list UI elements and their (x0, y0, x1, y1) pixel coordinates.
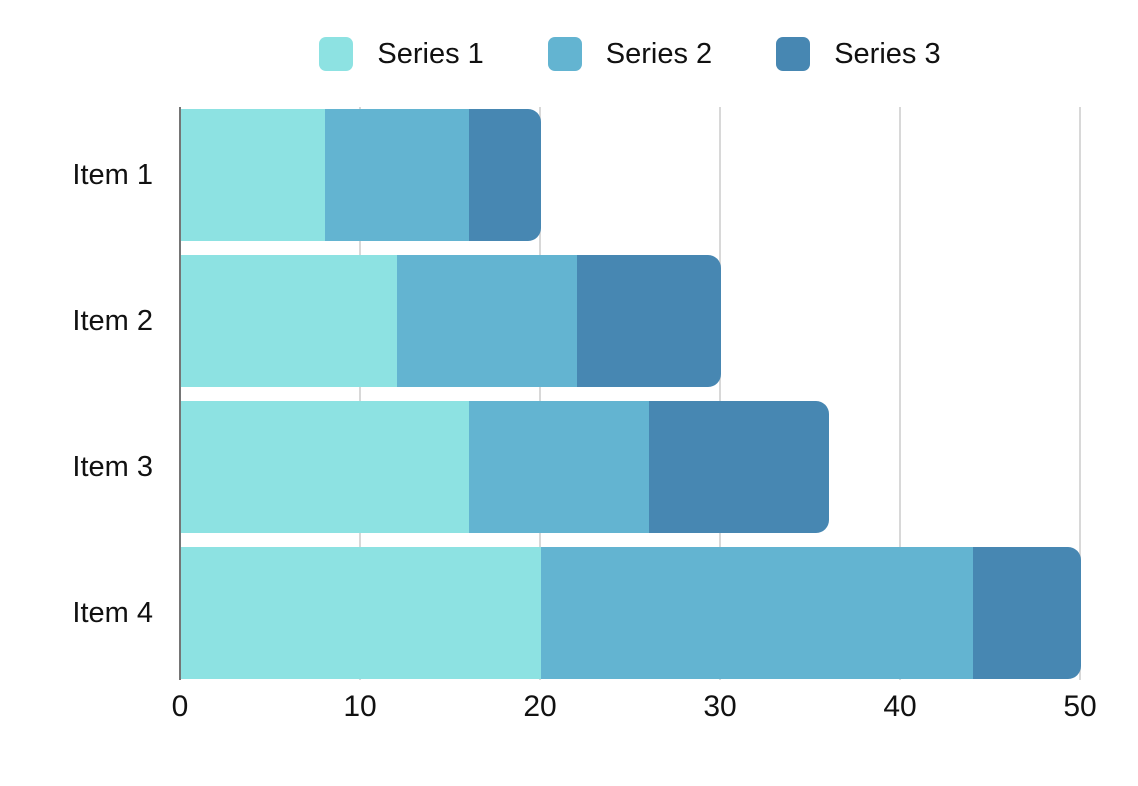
bar-row-item-3 (181, 401, 1081, 533)
gridline-30 (719, 107, 721, 680)
x-tick-label-50: 50 (1063, 690, 1097, 723)
x-tick-label-40: 40 (883, 690, 917, 723)
legend-item-series-3: Series 3 (776, 37, 941, 71)
gridline-20 (539, 107, 541, 680)
bar-segment-item-3-series-3 (649, 401, 829, 533)
x-tick-label-0: 0 (171, 690, 189, 723)
bar-segment-item-2-series-3 (577, 255, 721, 387)
plot-area (179, 107, 1081, 680)
bar-segment-item-4-series-2 (541, 547, 973, 679)
legend-swatch-series-1 (319, 37, 354, 71)
bar-row-item-2 (181, 255, 1081, 387)
x-tick-label-20: 20 (523, 690, 557, 723)
category-label-item-4: Item 4 (72, 596, 153, 629)
category-label-item-1: Item 1 (72, 158, 153, 191)
bar-segment-item-2-series-1 (181, 255, 397, 387)
bar-segment-item-1-series-1 (181, 109, 325, 241)
bar-segment-item-4-series-3 (973, 547, 1081, 679)
bar-segment-item-1-series-2 (325, 109, 469, 241)
gridline-40 (899, 107, 901, 680)
chart-legend: Series 1 Series 2 Series 3 (180, 34, 1080, 74)
bar-segment-item-3-series-2 (469, 401, 649, 533)
category-label-item-3: Item 3 (72, 450, 153, 483)
gridline-0 (179, 107, 181, 680)
category-label-item-2: Item 2 (72, 304, 153, 337)
legend-item-series-2: Series 2 (547, 37, 713, 71)
bar-segment-item-1-series-3 (469, 109, 541, 241)
gridlines (179, 107, 1081, 680)
legend-label: Series 1 (377, 37, 484, 70)
legend-swatch-series-2 (547, 37, 582, 71)
x-tick-label-10: 10 (343, 690, 377, 723)
bar-segment-item-2-series-2 (397, 255, 577, 387)
bar-row-item-1 (181, 109, 1081, 241)
x-tick-label-30: 30 (703, 690, 737, 723)
x-axis-tick-labels: 0 10 20 30 40 50 (172, 690, 1097, 730)
legend-label: Series 2 (605, 37, 713, 70)
bar-row-item-4 (181, 547, 1081, 679)
legend-swatch-series-3 (776, 37, 811, 71)
bar-rows (181, 109, 1081, 679)
legend-label: Series 3 (834, 37, 941, 70)
y-axis-category-labels: Item 1 Item 2 Item 3 Item 4 (0, 109, 153, 679)
legend-item-series-1: Series 1 (319, 37, 484, 71)
bar-segment-item-3-series-1 (181, 401, 469, 533)
gridline-50 (1079, 107, 1081, 680)
bar-segment-item-4-series-1 (181, 547, 541, 679)
gridline-10 (359, 107, 361, 680)
